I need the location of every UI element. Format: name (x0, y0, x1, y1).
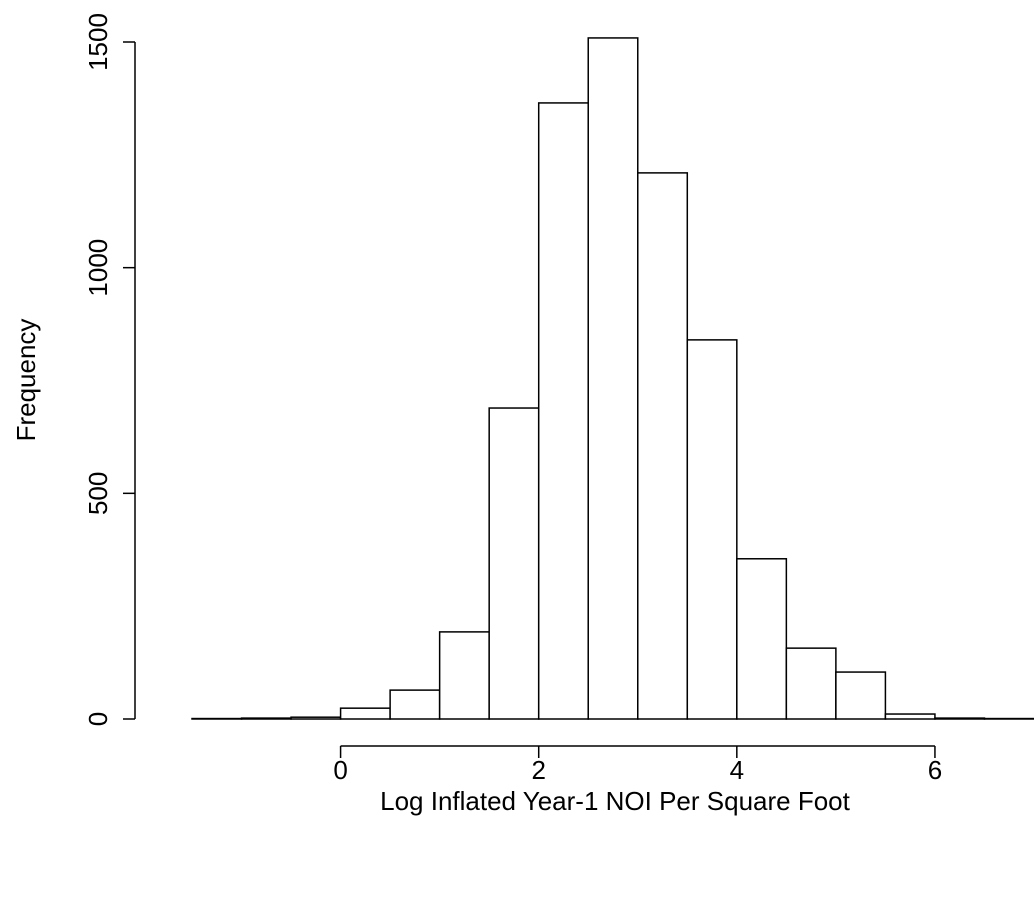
bar (438, 631, 490, 720)
bar (686, 339, 738, 720)
y-axis-label: Frequency (11, 319, 41, 442)
x-tick-label: 0 (333, 755, 347, 785)
y-tick-label: 1000 (83, 239, 113, 297)
bar (587, 37, 639, 720)
bar (389, 689, 441, 720)
x-tick-label: 6 (928, 755, 942, 785)
bar (835, 671, 887, 720)
y-tick-label: 1500 (83, 13, 113, 71)
bar (240, 717, 292, 720)
bar (339, 707, 391, 720)
y-tick-label: 0 (83, 712, 113, 726)
y-tick-label: 500 (83, 472, 113, 515)
bar (537, 102, 589, 720)
bar (290, 716, 342, 720)
bar (934, 717, 986, 720)
x-axis-label: Log Inflated Year-1 NOI Per Square Foot (380, 786, 851, 816)
bar (637, 172, 689, 720)
x-tick-label: 2 (531, 755, 545, 785)
bar (488, 407, 540, 720)
bar (736, 558, 788, 720)
x-tick-label: 4 (730, 755, 744, 785)
bar (785, 647, 837, 720)
bar (884, 713, 936, 720)
